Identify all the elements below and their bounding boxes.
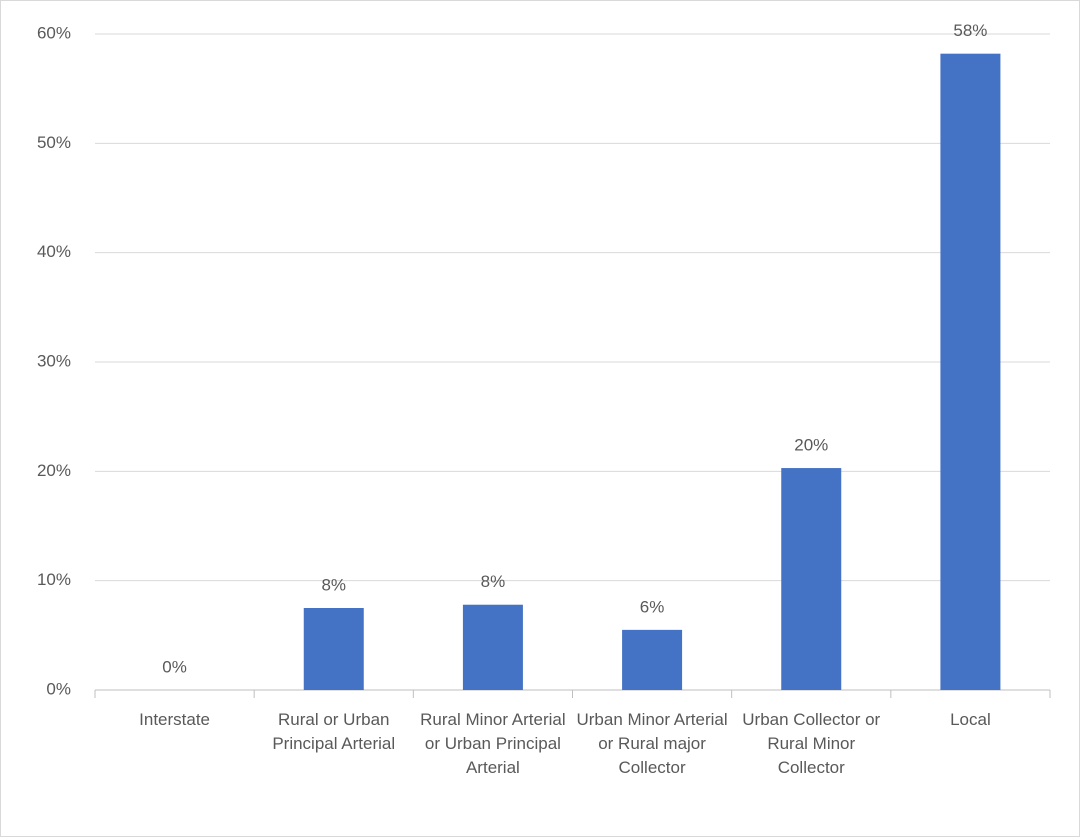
x-tick-label: Local [950,710,991,729]
y-tick-label: 50% [37,133,71,152]
y-tick-label: 60% [37,23,71,42]
bar [462,604,523,690]
bar [781,468,842,690]
bar [940,53,1001,691]
data-label: 20% [794,436,828,455]
y-tick-label: 0% [46,679,71,698]
data-label: 8% [481,572,506,591]
x-tick-label: Interstate [139,710,211,729]
x-tick-label: Rural Minor Arterial or Urban Principal … [420,710,566,777]
data-label: 8% [321,575,346,594]
y-tick-label: 40% [37,242,71,261]
data-label: 6% [640,597,665,616]
data-label: 0% [162,657,187,676]
y-tick-label: 30% [37,351,71,370]
bar [622,629,683,690]
x-tick-label: Rural or Urban Principal Arterial [272,710,396,753]
bar [303,608,364,690]
y-tick-label: 10% [37,570,71,589]
data-label: 58% [953,21,987,40]
x-tick-label: Urban Minor Arterial or Rural major Coll… [576,710,728,777]
y-tick-label: 20% [37,461,71,480]
x-tick-label: Urban Collector or Rural Minor Collector [742,710,881,777]
